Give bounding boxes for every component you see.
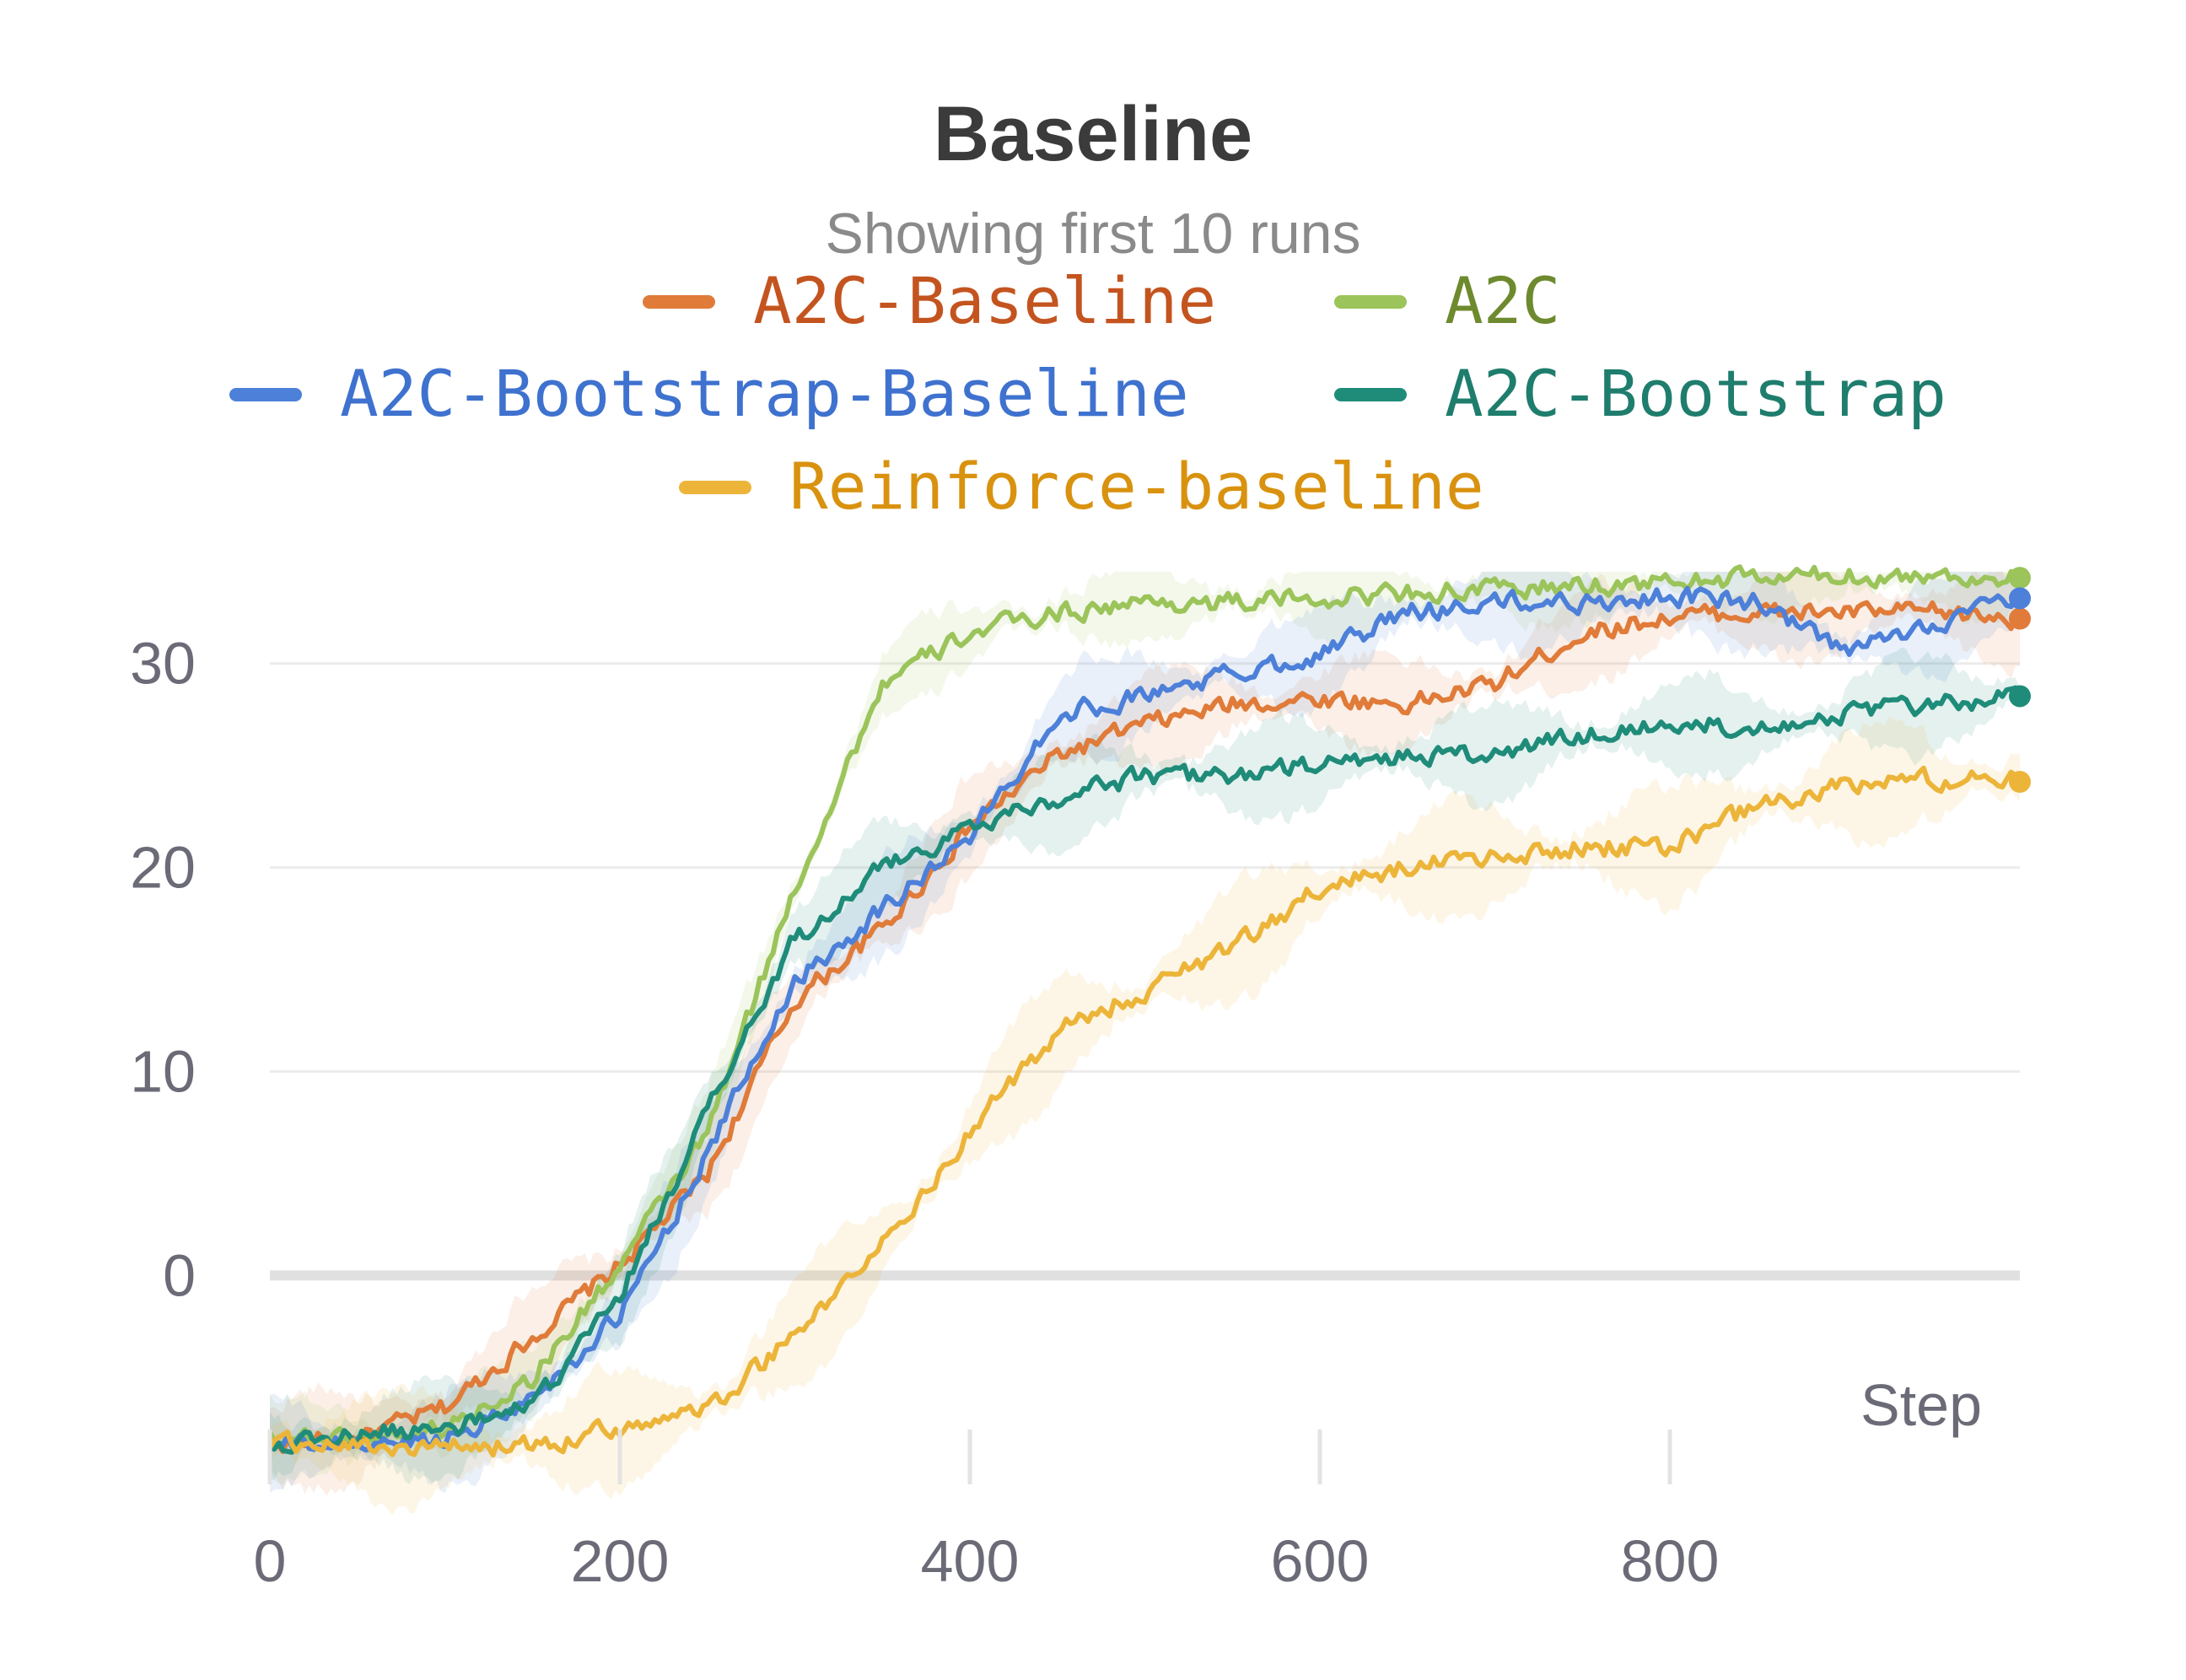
- series-endpoints: [2009, 567, 2031, 794]
- x-tick-label: 400: [921, 1528, 1020, 1594]
- x-axis: 0 200 400 600 800: [254, 1430, 1720, 1594]
- series-endpoint: [2009, 567, 2031, 590]
- series-line: [268, 685, 2022, 1455]
- series-band: [270, 571, 2020, 1494]
- x-tick-label: 200: [571, 1528, 670, 1594]
- series-endpoint: [2009, 685, 2031, 708]
- x-tick-label: 0: [254, 1528, 287, 1594]
- x-tick-label: 800: [1621, 1528, 1720, 1594]
- series-endpoint: [2009, 587, 2031, 610]
- series-endpoint: [2009, 607, 2031, 630]
- x-axis-label: Step: [1860, 1372, 1982, 1438]
- legend-label: A2C-Bootstrap-Baseline: [340, 356, 1189, 431]
- y-tick-label: 20: [130, 835, 196, 901]
- grid-lines: [270, 662, 2020, 1281]
- chart-title: Baseline: [934, 91, 1252, 177]
- legend-label: A2C-Bootstrap: [1445, 356, 1946, 431]
- series-endpoint: [2009, 771, 2031, 794]
- y-tick-label: 0: [163, 1242, 196, 1308]
- confidence-bands: [270, 571, 2020, 1516]
- y-tick-label: 10: [130, 1038, 196, 1104]
- y-axis: 0 10 20 30: [130, 631, 196, 1309]
- x-tick-label: 600: [1271, 1528, 1370, 1594]
- legend: A2C-Baseline A2C A2C-Bootstrap-Baseline A2C…: [229, 263, 1946, 524]
- series-band: [270, 647, 2020, 1484]
- legend-label: A2C: [1445, 263, 1560, 338]
- legend-label: A2C-Baseline: [753, 263, 1216, 338]
- chart-subtitle: Showing first 10 runs: [826, 202, 1361, 266]
- legend-label: Reinforce-baseline: [789, 449, 1484, 524]
- series-line: [267, 564, 2022, 1448]
- series-lines: [267, 564, 2022, 1458]
- series-line: [267, 765, 2022, 1458]
- series-line: [268, 600, 2021, 1455]
- series-band: [270, 571, 2020, 1496]
- y-tick-label: 30: [130, 631, 196, 697]
